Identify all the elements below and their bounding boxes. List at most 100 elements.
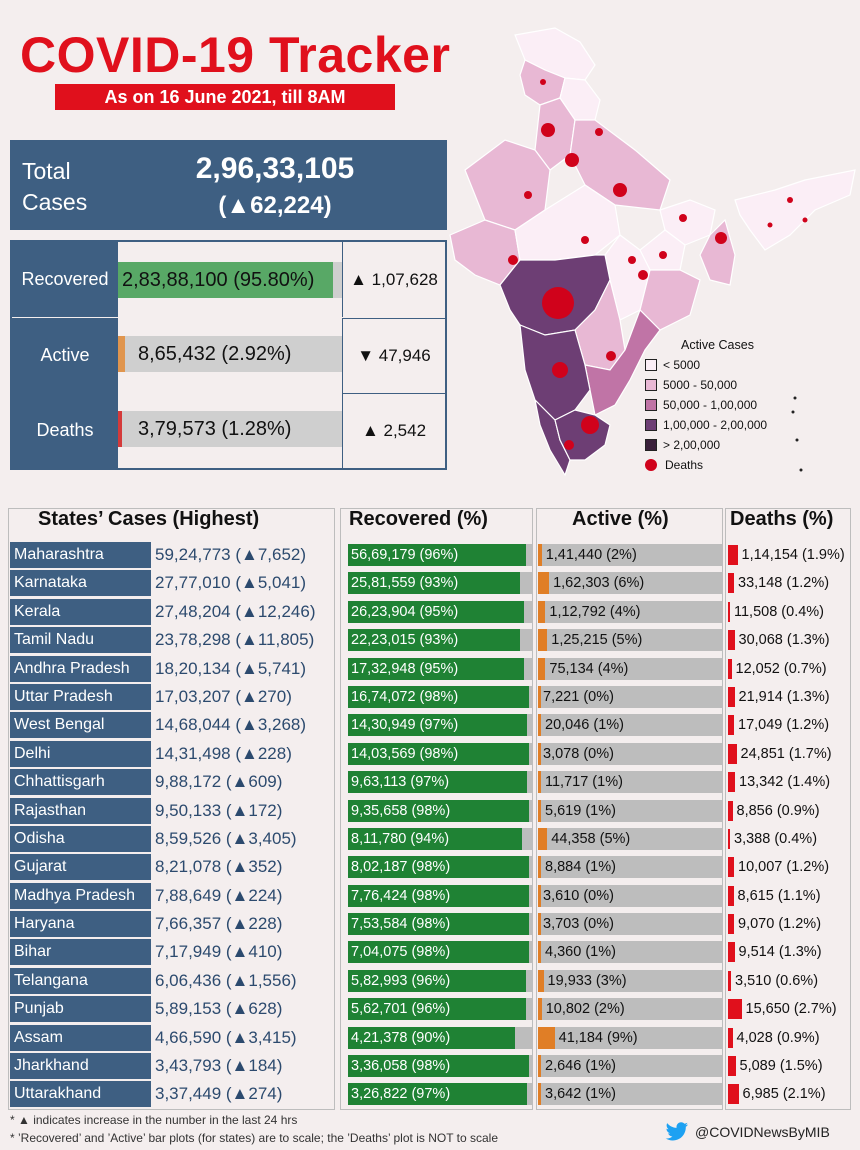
- summary-bar-text: 8,65,432 (2.92%): [138, 343, 292, 365]
- deaths-value: 3,510 (0.6%): [735, 972, 819, 989]
- summary-change: ▲ 2,542: [342, 393, 445, 468]
- recovered-value: 5,62,701 (96%): [351, 1001, 451, 1018]
- death-marker: [524, 191, 532, 199]
- deaths-bar: [728, 914, 734, 935]
- summary-bar: 3,79,573 (1.28%): [118, 411, 342, 447]
- summary-row-active: Active 8,65,432 (2.92%) ▼ 47,946: [12, 318, 445, 393]
- table-row: Chhattisgarh 9,88,172 (▲609) 9,63,113 (9…: [10, 768, 850, 796]
- table-row: Telangana 6,06,436 (▲1,556) 5,82,993 (96…: [10, 967, 850, 995]
- deaths-column-frame: [725, 508, 851, 1110]
- deaths-value: 11,508 (0.4%): [734, 603, 825, 620]
- state-cases: 4,66,590 (▲3,415): [155, 1027, 297, 1047]
- active-bar: 2,646 (1%): [538, 1055, 723, 1078]
- death-marker: [679, 214, 687, 222]
- active-bar: 1,62,303 (6%): [538, 572, 723, 595]
- summary-label: Recovered: [12, 242, 118, 317]
- active-bar-fill: [538, 884, 541, 907]
- state-name: Assam: [10, 1024, 151, 1051]
- active-bar-fill: [538, 629, 548, 652]
- summary-row-deaths: Deaths 3,79,573 (1.28%) ▲ 2,542: [12, 393, 445, 468]
- summary-bar-fill: [118, 262, 333, 298]
- active-bar: 44,358 (5%): [538, 827, 723, 850]
- active-value: 11,717 (1%): [545, 774, 623, 791]
- recovered-bar: 25,81,559 (93%): [348, 572, 533, 595]
- active-bar-fill: [538, 941, 541, 964]
- recovered-value: 17,32,948 (95%): [351, 660, 459, 677]
- deaths-value: 8,856 (0.9%): [736, 802, 820, 819]
- deaths-bar: [728, 601, 730, 622]
- active-value: 3,078 (0%): [543, 745, 614, 762]
- islands-marker: [793, 396, 797, 400]
- recovered-bar-fill: [348, 913, 530, 936]
- state-cases: 3,37,449 (▲274): [155, 1084, 283, 1104]
- islands-marker: [799, 468, 803, 472]
- table-row: Maharashtra 59,24,773 (▲7,652) 56,69,179…: [10, 541, 850, 569]
- active-bar: 3,703 (0%): [538, 913, 723, 936]
- state-name: Jharkhand: [10, 1053, 151, 1080]
- recovered-bar: 16,74,072 (98%): [348, 685, 533, 708]
- summary-panel: Recovered 2,83,88,100 (95.80%) ▲ 1,07,62…: [10, 240, 447, 470]
- table-row: Kerala 27,48,204 (▲12,246) 26,23,904 (95…: [10, 598, 850, 626]
- death-marker: [802, 217, 808, 223]
- recovered-bar-fill: [348, 799, 530, 822]
- deaths-bar: [728, 545, 738, 565]
- recovered-bar: 8,02,187 (98%): [348, 856, 533, 879]
- state-cases: 17,03,207 (▲270): [155, 686, 292, 706]
- death-marker: [542, 287, 574, 319]
- state-name: Andhra Pradesh: [10, 655, 151, 682]
- active-value: 3,642 (1%): [545, 1086, 616, 1103]
- summary-bar-text: 2,83,88,100 (95.80%): [122, 269, 315, 291]
- state-name: Punjab: [10, 996, 151, 1023]
- deaths-value: 10,007 (1.2%): [738, 859, 830, 876]
- deaths-dot-icon: [645, 459, 657, 471]
- recovered-value: 3,36,058 (98%): [351, 1058, 451, 1075]
- recovered-bar-fill: [348, 998, 526, 1021]
- state-name: Haryana: [10, 911, 151, 938]
- death-marker: [564, 440, 574, 450]
- recovered-bar: 26,23,904 (95%): [348, 600, 533, 623]
- active-bar-fill: [538, 685, 541, 708]
- legend-swatch: [645, 439, 657, 451]
- deaths-value: 12,052 (0.7%): [735, 660, 827, 677]
- legend-label: > 2,00,000: [663, 438, 721, 452]
- legend-swatch: [645, 419, 657, 431]
- recovered-bar: 8,11,780 (94%): [348, 827, 533, 850]
- legend-item: 5000 - 50,000: [645, 375, 767, 395]
- table-row: Uttar Pradesh 17,03,207 (▲270) 16,74,072…: [10, 683, 850, 711]
- state-cases: 14,31,498 (▲228): [155, 743, 292, 763]
- active-value: 75,134 (4%): [549, 660, 629, 677]
- recovered-bar-fill: [348, 600, 524, 623]
- deaths-value: 33,148 (1.2%): [738, 575, 830, 592]
- state-name: West Bengal: [10, 712, 151, 739]
- summary-bar: 2,83,88,100 (95.80%): [118, 262, 342, 298]
- recovered-bar: 14,30,949 (97%): [348, 714, 533, 737]
- state-name: Bihar: [10, 939, 151, 966]
- state-name: Karnataka: [10, 570, 151, 597]
- active-bar: 41,184 (9%): [538, 1026, 723, 1049]
- twitter-handle[interactable]: @COVIDNewsByMIB: [665, 1122, 830, 1142]
- summary-label: Active: [12, 318, 118, 393]
- deaths-header: Deaths (%): [730, 508, 834, 530]
- active-bar: 11,717 (1%): [538, 771, 723, 794]
- recovered-bar: 9,35,658 (98%): [348, 799, 533, 822]
- state-cases: 8,59,526 (▲3,405): [155, 828, 297, 848]
- summary-change: ▼ 47,946: [342, 318, 445, 393]
- active-value: 19,933 (3%): [547, 972, 627, 989]
- active-value: 3,703 (0%): [543, 916, 614, 933]
- legend-title: Active Cases: [681, 338, 754, 352]
- deaths-bar: [728, 1027, 733, 1048]
- table-row: Assam 4,66,590 (▲3,415) 4,21,378 (90%) 4…: [10, 1024, 850, 1052]
- state-cases: 6,06,436 (▲1,556): [155, 970, 297, 990]
- recovered-bar-fill: [348, 742, 530, 765]
- active-bar-fill: [538, 799, 541, 822]
- summary-bar: 8,65,432 (2.92%): [118, 336, 342, 372]
- recovered-bar: 17,32,948 (95%): [348, 657, 533, 680]
- recovered-bar-fill: [348, 856, 530, 879]
- summary-bar-fill: [118, 411, 122, 447]
- recovered-bar-fill: [348, 1026, 515, 1049]
- table-row: Andhra Pradesh 18,20,134 (▲5,741) 17,32,…: [10, 655, 850, 683]
- active-bar-fill: [538, 600, 546, 623]
- recovered-bar-fill: [348, 714, 528, 737]
- active-value: 3,610 (0%): [543, 887, 614, 904]
- deaths-value: 15,650 (2.7%): [745, 1001, 837, 1018]
